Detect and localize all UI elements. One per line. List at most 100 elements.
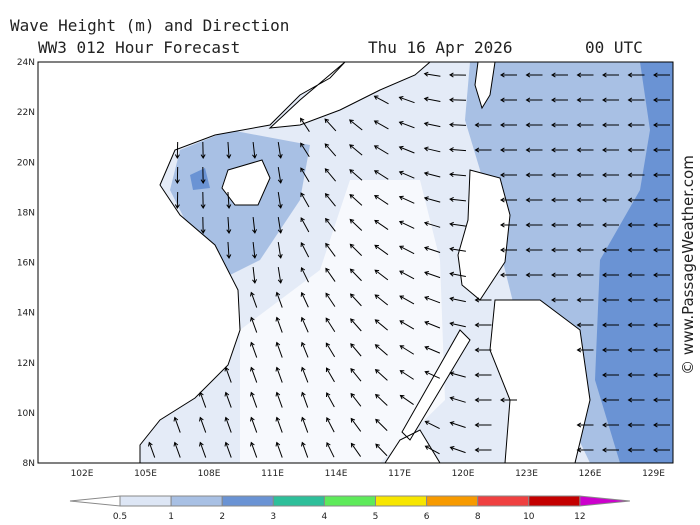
arrow xyxy=(602,197,619,203)
lon-label: 111E xyxy=(261,469,284,479)
arrow xyxy=(275,291,283,308)
arrow xyxy=(627,447,645,453)
arrow xyxy=(300,291,309,308)
arrow xyxy=(525,247,543,253)
arrow xyxy=(525,272,543,278)
arrow xyxy=(602,272,619,278)
arrow xyxy=(576,422,594,428)
arrow xyxy=(275,366,283,383)
arrow xyxy=(148,441,156,458)
arrow xyxy=(627,422,645,428)
arrow xyxy=(374,294,389,306)
arrow xyxy=(449,221,466,227)
arrow xyxy=(500,197,517,203)
arrow xyxy=(653,297,670,303)
arrow xyxy=(474,422,492,428)
arrow xyxy=(525,197,543,203)
legend-tick: 0.5 xyxy=(113,512,127,522)
arrow xyxy=(277,142,283,159)
arrow xyxy=(300,266,309,283)
arrow xyxy=(325,217,336,232)
arrow xyxy=(602,172,619,178)
arrow xyxy=(300,117,310,132)
arrow xyxy=(399,370,414,380)
arrow xyxy=(174,166,180,184)
legend-tick: 6 xyxy=(424,512,430,522)
arrow xyxy=(525,172,543,178)
arrow xyxy=(525,222,543,228)
arrow xyxy=(551,122,568,128)
arrow xyxy=(500,172,517,178)
arrow xyxy=(653,97,670,103)
arrow xyxy=(325,292,336,307)
arrow xyxy=(250,441,258,458)
arrow xyxy=(602,222,619,228)
lat-labels: 24N 22N 20N 18N 16N 14N 12N 10N 8N xyxy=(17,58,35,469)
arrow xyxy=(200,141,206,159)
arrow xyxy=(324,192,336,207)
arrow xyxy=(399,270,415,280)
arrow xyxy=(500,97,517,103)
arrow xyxy=(325,342,336,358)
arrow xyxy=(602,297,619,303)
arrow xyxy=(449,421,466,428)
arrow xyxy=(525,147,543,153)
arrow xyxy=(576,122,594,128)
arrow xyxy=(200,216,206,234)
arrow xyxy=(250,291,258,308)
arrow xyxy=(602,447,619,453)
arrow xyxy=(449,371,466,378)
arrow xyxy=(300,192,310,208)
arrow xyxy=(374,195,389,205)
arrow xyxy=(474,297,492,303)
arrow xyxy=(576,347,594,353)
model: WW3 012 Hour Forecast xyxy=(38,38,240,57)
arrow xyxy=(627,197,645,203)
legend-swatch xyxy=(323,495,376,507)
arrow xyxy=(424,320,441,329)
arrow xyxy=(325,317,336,333)
arrow xyxy=(398,170,415,179)
arrow xyxy=(300,316,309,333)
lon-label: 120E xyxy=(452,469,475,479)
arrow xyxy=(653,222,670,228)
arrow xyxy=(653,72,670,78)
arrow xyxy=(349,293,362,307)
wave-arrows xyxy=(148,71,670,458)
arrow xyxy=(627,397,645,403)
arrow xyxy=(449,446,466,454)
arrow xyxy=(525,97,543,103)
credit: © www.PassageWeather.com xyxy=(679,155,697,375)
arrow xyxy=(474,322,492,328)
arrow xyxy=(250,416,258,433)
arrow xyxy=(500,272,517,278)
legend-swatch xyxy=(528,495,581,507)
arrow xyxy=(398,96,415,104)
arrow xyxy=(349,218,363,231)
arrow xyxy=(277,167,283,184)
arrow xyxy=(449,271,466,277)
legend-swatch xyxy=(272,495,325,507)
arrow xyxy=(277,217,283,234)
arrow xyxy=(226,241,232,259)
arrow xyxy=(324,168,337,182)
arrow xyxy=(350,417,362,432)
legend-tick: 8 xyxy=(475,512,481,522)
arrow xyxy=(602,97,619,103)
arrow xyxy=(474,122,492,128)
arrow xyxy=(423,171,441,178)
legend-swatch xyxy=(119,495,172,507)
map xyxy=(38,62,673,463)
legend-swatch xyxy=(426,495,479,507)
arrow xyxy=(449,172,467,178)
arrow xyxy=(349,193,363,206)
arrow xyxy=(627,222,645,228)
lon-label: 114E xyxy=(325,469,348,479)
arrow xyxy=(653,397,670,403)
arrow xyxy=(449,97,467,103)
arrow xyxy=(424,370,440,379)
arrow xyxy=(500,222,517,228)
time: 00 UTC xyxy=(585,38,643,57)
lat-label: 22N xyxy=(17,108,35,118)
arrow xyxy=(398,195,415,204)
